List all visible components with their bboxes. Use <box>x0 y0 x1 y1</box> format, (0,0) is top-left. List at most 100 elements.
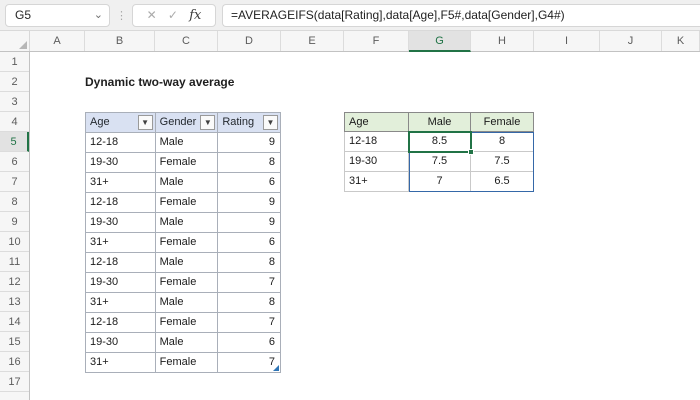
data-table-cell[interactable]: Female <box>155 153 219 173</box>
data-table-cell[interactable]: 31+ <box>86 353 156 373</box>
column-header-D[interactable]: D <box>218 31 281 51</box>
table-row: 31+ Female 6 <box>86 233 281 253</box>
name-box[interactable]: G5 ⌄ <box>5 3 110 27</box>
row-header-3[interactable]: 3 <box>0 92 29 112</box>
column-header-A[interactable]: A <box>30 31 85 51</box>
select-all-button[interactable] <box>0 31 30 51</box>
row-header-15[interactable]: 15 <box>0 332 29 352</box>
data-table-cell[interactable]: 31+ <box>86 293 156 313</box>
data-table-cell[interactable]: 9 <box>218 193 281 213</box>
column-header-F[interactable]: F <box>344 31 409 51</box>
results-table-header-age[interactable]: Age <box>344 112 409 132</box>
data-table-cell[interactable]: 8 <box>218 253 281 273</box>
results-table-cell[interactable]: 6.5 <box>471 172 534 192</box>
data-table-cell[interactable]: 19-30 <box>86 153 156 173</box>
cancel-icon[interactable]: ✕ <box>146 8 157 22</box>
data-table-cell[interactable]: 12-18 <box>86 133 156 153</box>
column-header-B[interactable]: B <box>85 31 155 51</box>
data-table-cell[interactable]: 31+ <box>86 233 156 253</box>
filter-icon[interactable]: ▼ <box>263 115 278 130</box>
column-header-K[interactable]: K <box>662 31 700 51</box>
name-box-value: G5 <box>15 8 32 22</box>
row-header-11[interactable]: 11 <box>0 252 29 272</box>
results-table-cell[interactable]: 8.5 <box>409 132 471 152</box>
data-table-cell[interactable]: Female <box>155 313 219 333</box>
data-table-cell[interactable]: 7 <box>218 353 281 373</box>
row-header-12[interactable]: 12 <box>0 272 29 292</box>
data-table-cell[interactable]: 12-18 <box>86 313 156 333</box>
sheet-title[interactable]: Dynamic two-way average <box>85 75 235 89</box>
data-table-cell[interactable]: 6 <box>218 333 281 353</box>
data-table-cell[interactable]: 8 <box>218 293 281 313</box>
data-table-cell[interactable]: Male <box>155 253 219 273</box>
column-header-C[interactable]: C <box>155 31 218 51</box>
data-table-cell[interactable]: Male <box>155 293 219 313</box>
data-table-cell[interactable]: 19-30 <box>86 333 156 353</box>
data-table-cell[interactable]: Female <box>155 193 219 213</box>
row-header-14[interactable]: 14 <box>0 312 29 332</box>
data-table-cell[interactable]: 7 <box>218 273 281 293</box>
data-table-cell[interactable]: 7 <box>218 313 281 333</box>
table-resize-handle-icon[interactable] <box>273 365 279 371</box>
results-table-cell[interactable]: 8 <box>471 132 534 152</box>
data-table-cell[interactable]: Male <box>155 333 219 353</box>
table-row: 31+ Female 7 <box>86 353 281 373</box>
row-header-8[interactable]: 8 <box>0 192 29 212</box>
sheet-body[interactable]: Dynamic two-way average Age ▼ Gender ▼ Ratin… <box>30 52 700 400</box>
data-table-cell[interactable]: Male <box>155 133 219 153</box>
data-table: Age ▼ Gender ▼ Rating ▼ 12-18 Male 9 19-30 Female 8… <box>85 112 281 373</box>
data-table-cell[interactable]: 9 <box>218 213 281 233</box>
row-header-17[interactable]: 17 <box>0 372 29 392</box>
chevron-down-icon[interactable]: ⌄ <box>93 9 103 21</box>
results-table-cell[interactable]: 7.5 <box>409 152 471 172</box>
data-table-cell[interactable]: 9 <box>218 133 281 153</box>
results-table-cell[interactable]: 31+ <box>344 172 409 192</box>
column-header-I[interactable]: I <box>534 31 600 51</box>
results-table-cell[interactable]: 19-30 <box>344 152 409 172</box>
data-table-cell[interactable]: 8 <box>218 153 281 173</box>
results-table-header-female[interactable]: Female <box>471 112 534 132</box>
data-table-cell[interactable]: 31+ <box>86 173 156 193</box>
row-header-4[interactable]: 4 <box>0 112 29 132</box>
filter-icon[interactable]: ▼ <box>200 115 216 130</box>
results-table-header-male[interactable]: Male <box>409 112 471 132</box>
row-header-16[interactable]: 16 <box>0 352 29 372</box>
filter-icon[interactable]: ▼ <box>137 115 153 130</box>
table-row: 12-18 Male 8 <box>86 253 281 273</box>
data-table-header-gender[interactable]: Gender ▼ <box>155 113 219 133</box>
row-header-1[interactable]: 1 <box>0 52 29 72</box>
data-table-cell[interactable]: 12-18 <box>86 253 156 273</box>
row-header-5[interactable]: 5 <box>0 132 29 152</box>
data-table-cell[interactable]: Female <box>155 353 219 373</box>
data-table-header-age[interactable]: Age ▼ <box>86 113 156 133</box>
data-table-cell[interactable]: 12-18 <box>86 193 156 213</box>
insert-function-icon[interactable]: fx <box>189 7 202 23</box>
results-table-cell[interactable]: 7 <box>409 172 471 192</box>
data-table-cell[interactable]: 19-30 <box>86 213 156 233</box>
row-header-9[interactable]: 9 <box>0 212 29 232</box>
data-table-cell[interactable]: Female <box>155 273 219 293</box>
enter-icon[interactable]: ✓ <box>167 8 178 22</box>
column-header-J[interactable]: J <box>600 31 662 51</box>
row-header-13[interactable]: 13 <box>0 292 29 312</box>
data-table-cell[interactable]: Female <box>155 233 219 253</box>
data-table-cell[interactable]: 6 <box>218 173 281 193</box>
fill-handle[interactable] <box>468 149 474 155</box>
results-table-cell[interactable]: 12-18 <box>344 132 409 152</box>
results-table-body: 12-18 8.5 8 19-30 7.5 7.5 31+ 7 6.5 <box>344 132 534 192</box>
column-header-E[interactable]: E <box>281 31 344 51</box>
results-table-cell[interactable]: 7.5 <box>471 152 534 172</box>
column-header-G[interactable]: G <box>409 31 471 52</box>
data-table-cell[interactable]: 19-30 <box>86 273 156 293</box>
row-header-10[interactable]: 10 <box>0 232 29 252</box>
column-header-H[interactable]: H <box>471 31 534 51</box>
row-header-6[interactable]: 6 <box>0 152 29 172</box>
row-header-2[interactable]: 2 <box>0 72 29 92</box>
data-table-header-rating[interactable]: Rating ▼ <box>218 113 281 133</box>
data-table-cell[interactable]: Male <box>155 173 219 193</box>
row-header-7[interactable]: 7 <box>0 172 29 192</box>
data-table-cell[interactable]: 6 <box>218 233 281 253</box>
data-table-cell[interactable]: Male <box>155 213 219 233</box>
results-table: Age Male Female 12-18 8.5 8 19-30 7.5 7.5 31+ 7 6.5 <box>344 112 534 192</box>
formula-input[interactable]: =AVERAGEIFS(data[Rating],data[Age],F5#,d… <box>222 3 700 27</box>
